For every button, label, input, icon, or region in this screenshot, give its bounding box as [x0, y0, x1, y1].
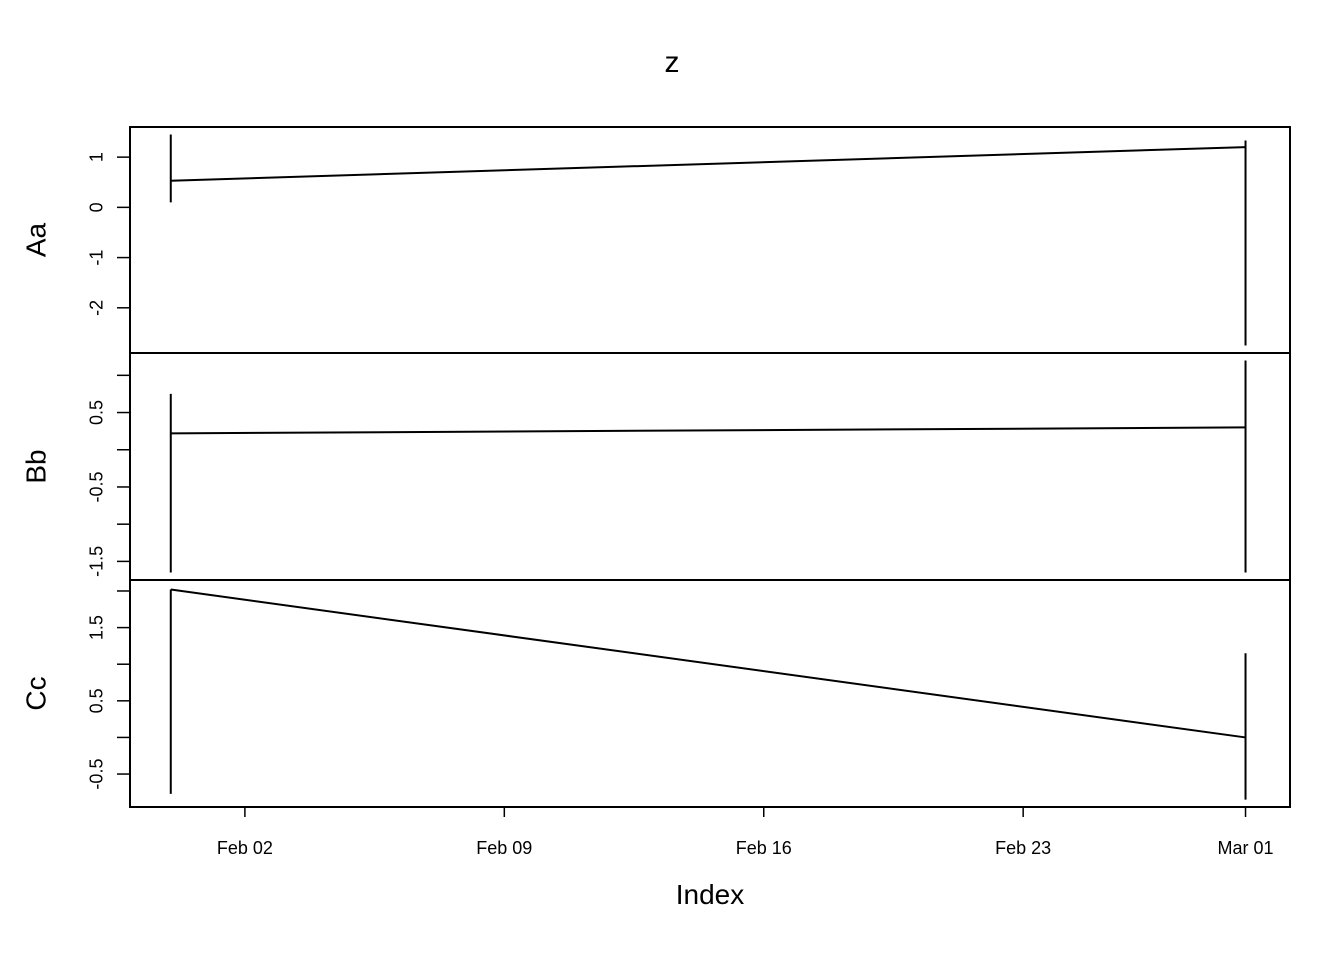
x-tick-label: Mar 01 — [1218, 838, 1274, 858]
y-tick-label-cc: -0.5 — [87, 759, 107, 790]
y-tick-label-bb: -0.5 — [87, 471, 107, 502]
panel-frame-bb — [129, 352, 1291, 581]
panel-frame-aa — [129, 126, 1291, 354]
y-tick-label-bb: 0.5 — [87, 400, 107, 425]
x-tick-label: Feb 09 — [476, 838, 532, 858]
y-tick-label-cc: 1.5 — [87, 615, 107, 640]
y-axis-title-cc: Cc — [20, 676, 51, 710]
x-tick-label: Feb 23 — [995, 838, 1051, 858]
x-axis-title: Index — [676, 879, 745, 910]
y-axis-title-bb: Bb — [20, 449, 51, 483]
y-tick-label-aa: -2 — [87, 300, 107, 316]
y-tick-label-aa: -1 — [87, 250, 107, 266]
x-tick-label: Feb 16 — [736, 838, 792, 858]
y-tick-label-bb: -1.5 — [87, 546, 107, 577]
series-line-bb — [170, 426, 1246, 435]
y-tick-label-aa: 0 — [87, 202, 107, 212]
x-tick-label: Feb 02 — [217, 838, 273, 858]
y-tick-label-cc: 0.5 — [87, 688, 107, 713]
y-axis-title-aa: Aa — [20, 222, 51, 257]
series-line-cc — [170, 588, 1246, 739]
chart-title: z — [665, 46, 680, 79]
y-tick-label-aa: 1 — [87, 152, 107, 162]
plot-area: 1 0 -1 -2 Aa 0.5 -0.5 -1.5 Bb 1.5 0.5 -0.5 Cc Feb 02 F… — [20, 126, 1291, 858]
panel-frame-cc — [129, 579, 1291, 808]
series-line-aa — [170, 146, 1246, 182]
